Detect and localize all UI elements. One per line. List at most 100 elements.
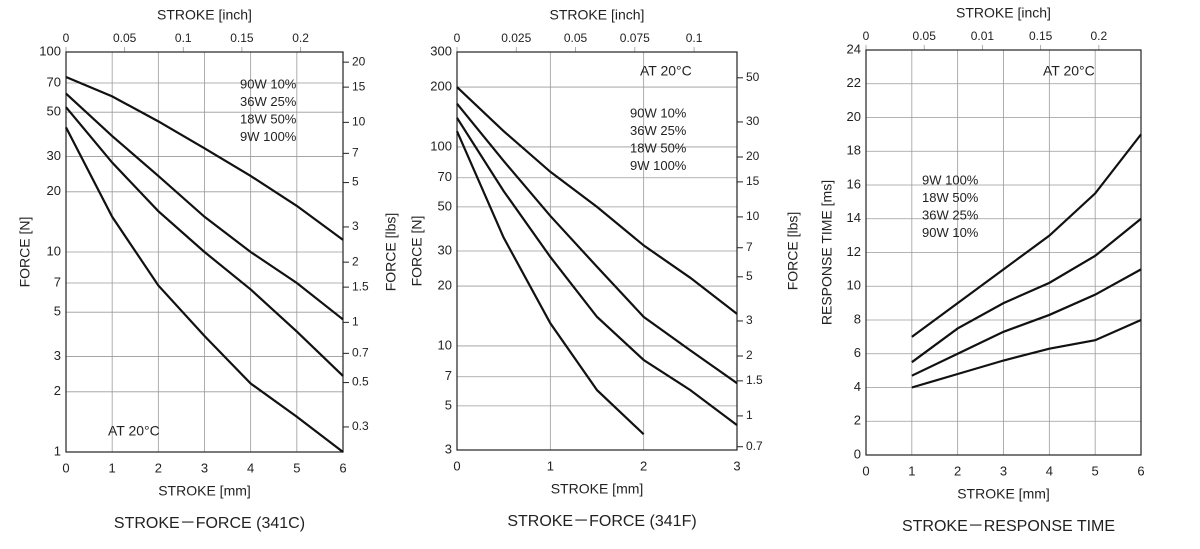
series-line <box>455 130 645 436</box>
annotation: AT 20°C <box>640 63 692 79</box>
x-tick-label: 2 <box>640 458 647 473</box>
y-tick-label: 6 <box>854 345 861 360</box>
y2-tick-label: 5 <box>746 269 753 283</box>
y-tick-label: 70 <box>47 74 61 89</box>
x2-axis-label: STROKE [inch] <box>157 7 252 23</box>
series-line <box>456 117 738 427</box>
y2-tick-label: 10 <box>352 115 366 129</box>
series-line <box>456 102 738 385</box>
x-axis-label: STROKE [mm] <box>957 486 1050 502</box>
y-axis-label: FORCE [N] <box>409 216 425 287</box>
x-tick-label: 1 <box>908 463 915 478</box>
y-tick-label: 300 <box>430 43 452 58</box>
legend-entry: 90W 10% <box>922 225 979 240</box>
x-tick-label: 3 <box>201 460 208 475</box>
x-tick-label: 5 <box>293 460 300 475</box>
y2-tick-label: 0.7 <box>746 439 763 453</box>
legend-entry: 18W 50% <box>922 190 979 205</box>
x2-tick-label: 0.2 <box>1091 29 1108 43</box>
y-tick-label: 12 <box>847 244 861 259</box>
legend-entry: 9W 100% <box>630 158 687 173</box>
y2-tick-label: 1.5 <box>352 279 369 293</box>
y-tick-label: 5 <box>54 304 61 319</box>
x-tick-label: 6 <box>1137 463 1144 478</box>
legend-entry: 18W 50% <box>240 111 297 126</box>
y2-tick-label: 1 <box>352 315 359 329</box>
y-tick-label: 14 <box>847 210 861 225</box>
legend-entry: 9W 100% <box>240 129 297 144</box>
chart-title: STROKE－FORCE (341F) <box>507 513 696 530</box>
series-line <box>65 75 344 241</box>
x-tick-label: 0 <box>862 463 869 478</box>
y2-tick-label: 7 <box>352 146 359 160</box>
x-axis-label: STROKE [mm] <box>158 483 251 499</box>
y-tick-label: 4 <box>854 379 861 394</box>
y-axis-label: RESPONSE TIME [ms] <box>819 180 835 325</box>
x2-tick-label: 0 <box>863 29 870 43</box>
legend-entry: 36W 25% <box>630 123 687 138</box>
y-tick-label: 2 <box>54 383 61 398</box>
x2-tick-label: 0 <box>454 31 461 45</box>
y2-tick-label: 1 <box>746 408 753 422</box>
y2-tick-label: 20 <box>352 54 366 68</box>
x2-tick-label: 0.1 <box>175 31 192 45</box>
x2-tick-label: 0.15 <box>230 31 254 45</box>
y2-tick-label: 15 <box>352 79 366 93</box>
legend-entry: 36W 25% <box>240 94 297 109</box>
x2-tick-label: 0.01 <box>971 29 995 43</box>
y2-tick-label: 0.7 <box>352 346 369 360</box>
y2-tick-label: 1.5 <box>746 373 763 387</box>
y2-tick-label: 2 <box>352 254 359 268</box>
y-tick-label: 1 <box>54 443 61 458</box>
legend-entry: 18W 50% <box>630 140 687 155</box>
y2-tick-label: 3 <box>746 313 753 327</box>
y2-tick-label: 0.3 <box>352 419 369 433</box>
y2-axis-label: FORCE [lbs] <box>383 213 399 292</box>
x-tick-label: 2 <box>954 463 961 478</box>
y-tick-label: 2 <box>854 413 861 428</box>
y-tick-label: 20 <box>847 109 861 124</box>
x2-axis-label: STROKE [inch] <box>550 7 645 23</box>
y2-tick-label: 10 <box>746 209 760 223</box>
x2-tick-label: 0.05 <box>113 31 137 45</box>
series-line <box>911 318 1142 389</box>
plot-frame <box>456 51 738 451</box>
x-tick-label: 3 <box>733 458 740 473</box>
x2-tick-label: 0.2 <box>292 31 309 45</box>
x2-axis-label: STROKE [inch] <box>956 5 1051 21</box>
y-tick-label: 3 <box>445 441 452 456</box>
y-tick-label: 5 <box>445 397 452 412</box>
series-line <box>65 126 344 453</box>
y-tick-label: 24 <box>847 41 861 56</box>
chart-title: STROKE－FORCE (341C) <box>114 515 305 532</box>
x2-tick-label: 0.05 <box>913 29 937 43</box>
y-tick-label: 8 <box>854 311 861 326</box>
legend-entry: 9W 100% <box>922 172 979 187</box>
x-tick-label: 4 <box>1046 463 1053 478</box>
y-tick-label: 10 <box>847 278 861 293</box>
y-tick-label: 200 <box>430 78 452 93</box>
y-tick-label: 100 <box>39 43 61 58</box>
annotation: AT 20°C <box>108 423 160 439</box>
x-tick-label: 4 <box>247 460 254 475</box>
y-tick-label: 22 <box>847 75 861 90</box>
y-tick-label: 7 <box>54 274 61 289</box>
series-line <box>911 133 1142 338</box>
x-tick-label: 6 <box>339 460 346 475</box>
series-line <box>911 217 1142 364</box>
y-tick-label: 20 <box>438 277 452 292</box>
y-tick-label: 3 <box>54 348 61 363</box>
legend-entry: 90W 10% <box>240 76 297 91</box>
annotation: AT 20°C <box>1043 63 1095 79</box>
chart-title: STROKE－RESPONSE TIME <box>902 518 1115 535</box>
y-tick-label: 30 <box>47 148 61 163</box>
x2-tick-label: 0.15 <box>1029 29 1053 43</box>
y-tick-label: 16 <box>847 176 861 191</box>
legend-entry: 36W 25% <box>922 207 979 222</box>
y-tick-label: 50 <box>47 104 61 119</box>
y2-tick-label: 15 <box>746 174 760 188</box>
